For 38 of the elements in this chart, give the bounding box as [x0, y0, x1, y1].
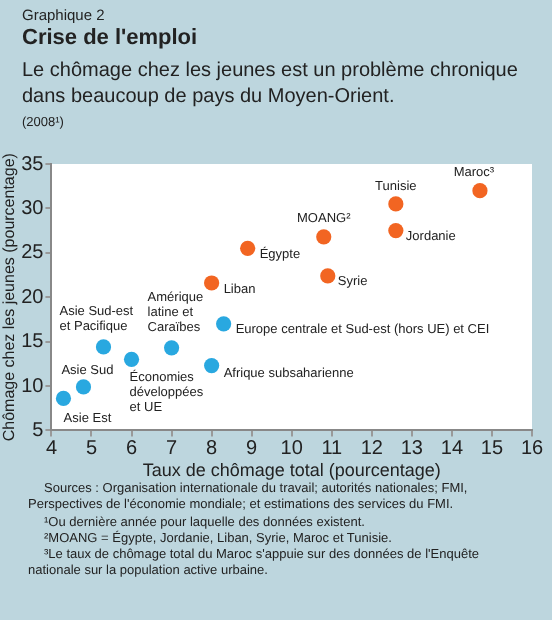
x-tick-label: 10	[280, 437, 304, 460]
x-tick-label: 11	[321, 437, 344, 460]
point	[55, 390, 72, 407]
x-tick-label: 6	[125, 437, 138, 460]
y-tick-label: 20	[21, 286, 45, 309]
x-tick-label: 13	[400, 437, 424, 460]
point	[95, 339, 112, 355]
y-tick-label: 10	[21, 375, 45, 398]
point	[204, 275, 220, 291]
x-tick-label: 4	[45, 437, 58, 460]
point	[472, 183, 488, 199]
x-tick-label: 9	[246, 437, 259, 460]
y-tick-label: 35	[21, 153, 45, 176]
x-axis-title: Taux de chômage total (pourcentage)	[142, 460, 441, 481]
point	[316, 229, 332, 245]
y-tick-label: 30	[21, 197, 45, 220]
y-tick-label: 15	[21, 331, 45, 354]
x-tick-label: 8	[206, 437, 219, 460]
point	[320, 268, 336, 284]
y-tick-label: 25	[21, 242, 45, 265]
point	[216, 316, 232, 332]
chart-title: Crise de l'emploi	[22, 26, 200, 50]
chart-subtitle: Le chômage chez les jeunes est un problème chronique dans beaucoup de pays du Moyen-Orient.	[22, 60, 520, 110]
x-tick-label: 15	[480, 437, 504, 460]
point	[123, 351, 140, 367]
y-axis-title: Chômage chez les jeunes (pourcentage)	[0, 152, 19, 442]
x-tick-label: 12	[360, 437, 384, 460]
point	[388, 223, 404, 239]
point	[388, 196, 404, 212]
point	[75, 379, 92, 395]
x-tick-label: 14	[440, 437, 464, 460]
point	[204, 357, 220, 374]
y-tick-label: 5	[32, 419, 45, 442]
point	[163, 340, 180, 356]
x-tick-label: 16	[520, 437, 544, 460]
x-tick-label: 7	[166, 437, 179, 460]
x-tick-label: 5	[85, 437, 98, 460]
point	[240, 240, 256, 256]
